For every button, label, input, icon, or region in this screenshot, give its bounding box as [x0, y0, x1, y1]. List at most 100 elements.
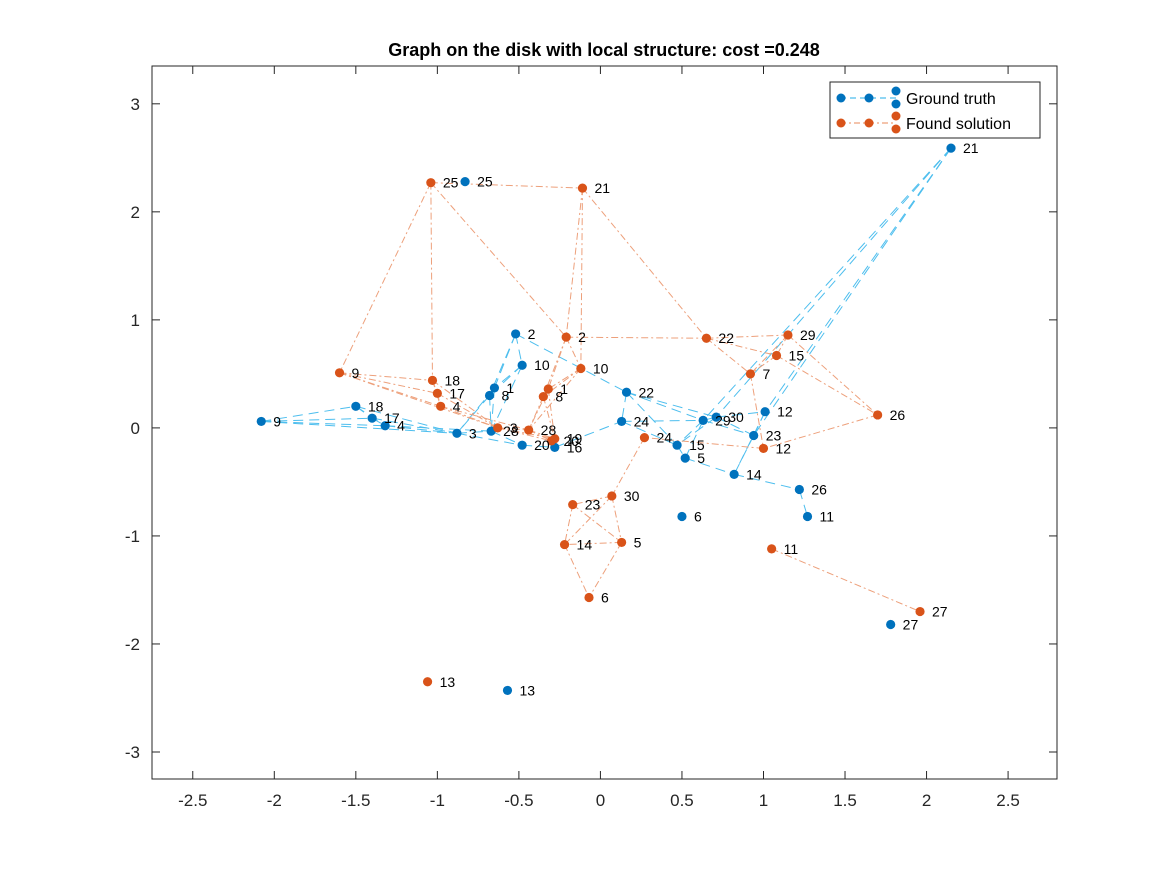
data-point-label: 23	[585, 497, 601, 513]
graph-edge	[733, 435, 755, 475]
data-point-label: 23	[766, 427, 782, 443]
graph-edge	[564, 544, 590, 598]
graph-edge	[542, 336, 567, 397]
data-point-label: 1	[560, 381, 568, 397]
graph-edge	[261, 417, 373, 422]
data-point-label: 28	[541, 422, 557, 438]
data-point-label: 21	[594, 180, 610, 196]
data-point	[698, 415, 708, 425]
chart-title: Graph on the disk with local structure: …	[388, 40, 820, 60]
data-point	[873, 410, 883, 420]
graph-edge	[430, 182, 583, 189]
data-point	[745, 369, 756, 379]
graph-edge	[580, 188, 583, 369]
graph-edge	[588, 542, 623, 598]
graph-edge	[706, 337, 777, 357]
data-point	[749, 430, 759, 441]
data-point-label: 25	[477, 174, 493, 190]
x-tick-label: -1	[430, 791, 445, 810]
data-point	[334, 368, 345, 378]
data-point	[538, 391, 548, 402]
data-point-label: 28	[503, 423, 519, 439]
graph-edge	[750, 334, 789, 375]
graph-edge	[497, 427, 529, 431]
graph-edge	[456, 432, 523, 446]
graph-edge	[685, 457, 735, 475]
y-tick-label: 0	[131, 419, 140, 438]
data-point-label: 27	[932, 604, 948, 620]
data-point-label: 24	[634, 413, 650, 429]
data-point	[517, 360, 527, 370]
data-point	[794, 484, 804, 495]
data-point	[672, 440, 682, 450]
data-point	[584, 592, 594, 603]
data-point-label: 15	[689, 437, 705, 453]
data-point-label: 30	[728, 409, 744, 425]
data-point	[886, 619, 896, 630]
graph-edge	[554, 420, 622, 448]
graph-edge	[564, 495, 613, 545]
graph-edge	[776, 355, 878, 416]
data-point	[427, 375, 438, 385]
data-point-label: 29	[715, 412, 731, 428]
graph-edge	[749, 373, 764, 449]
y-tick-label: 1	[131, 311, 140, 330]
graph-edge	[716, 411, 766, 418]
data-point-label: 3	[469, 425, 477, 441]
graph-edge	[572, 504, 622, 543]
graph-edge	[515, 333, 627, 393]
graph-edge	[547, 368, 582, 390]
data-point	[561, 332, 571, 342]
graph-edge	[564, 504, 574, 545]
data-point-label: 21	[963, 140, 979, 156]
data-point	[711, 412, 721, 422]
graph-edge	[715, 416, 754, 436]
graph-edge	[582, 187, 707, 339]
legend-marker-ground-truth	[891, 86, 901, 96]
graph-edge	[385, 425, 457, 434]
graph-edge	[734, 473, 800, 490]
graph-edge	[626, 391, 678, 446]
graph-edge	[753, 147, 952, 436]
graph-edge	[497, 427, 555, 440]
data-point	[559, 539, 570, 550]
data-point-label: 5	[634, 534, 642, 550]
data-point-label: 17	[384, 410, 400, 426]
data-point-label: 9	[273, 413, 281, 429]
graph-edge	[339, 372, 438, 394]
data-point	[577, 183, 588, 193]
graph-edge	[522, 444, 555, 448]
graph-edge	[798, 489, 808, 517]
data-point	[524, 425, 534, 435]
data-point	[617, 416, 627, 427]
data-point-label: 2	[528, 326, 536, 342]
axes-box	[151, 65, 1058, 780]
data-point-label: 25	[443, 175, 459, 191]
legend-label-ground-truth: Ground truth	[906, 91, 996, 108]
data-point	[767, 544, 777, 554]
x-tick-label: 2.5	[996, 791, 1020, 810]
data-point	[432, 388, 442, 398]
x-tick-label: 1.5	[833, 791, 857, 810]
data-point-label: 16	[567, 439, 583, 455]
legend-entry-ground-truth: Ground truth	[836, 86, 996, 109]
graph-edge	[372, 417, 458, 434]
data-point-label: 4	[453, 398, 461, 414]
x-tick-label: 0	[596, 791, 605, 810]
data-point-label: 14	[746, 466, 762, 482]
legend-marker-found-solution	[836, 118, 846, 128]
data-point-label: 6	[601, 590, 609, 606]
x-tick-label: -2.5	[178, 791, 207, 810]
data-point-label: 10	[593, 360, 609, 376]
graph-edge	[437, 392, 498, 429]
graph-edge	[565, 188, 583, 338]
graph-edge	[432, 379, 498, 429]
y-tick-label: 3	[131, 95, 140, 114]
data-point-label: 24	[656, 430, 672, 446]
data-point	[802, 511, 813, 522]
data-point-label: 20	[564, 433, 580, 449]
y-tick-label: -3	[125, 743, 140, 762]
data-point-label: 15	[789, 348, 805, 364]
